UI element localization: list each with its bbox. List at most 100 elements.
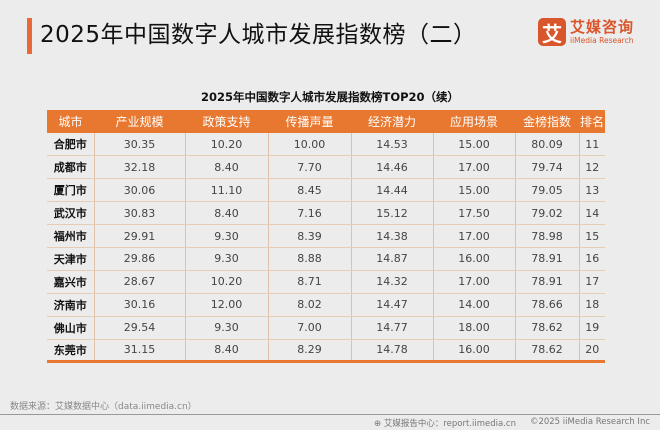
value-cell: 14.87	[351, 247, 434, 271]
value-cell: 16.00	[433, 247, 516, 271]
value-cell: 8.29	[268, 339, 352, 364]
table-header-row: 城市 产业规模 政策支持 传播声量 经济潜力 应用场景 金榜指数 排名	[47, 110, 605, 133]
value-cell: 29.54	[94, 316, 186, 340]
table-row: 济南市 30.16 12.00 8.02 14.47 14.00 78.66 18	[47, 293, 605, 317]
city-cell: 成都市	[47, 155, 95, 180]
value-cell: 7.16	[268, 201, 352, 226]
value-cell: 18	[579, 293, 605, 317]
title-accent-bar	[27, 18, 32, 54]
column-header: 排名	[579, 110, 605, 133]
city-cell: 嘉兴市	[47, 270, 95, 294]
value-cell: 30.35	[94, 133, 186, 157]
value-cell: 15.00	[433, 178, 516, 203]
value-cell: 78.66	[515, 293, 580, 317]
table-row: 成都市 32.18 8.40 7.70 14.46 17.00 79.74 12	[47, 155, 605, 180]
value-cell: 14.00	[433, 293, 516, 317]
city-cell: 合肥市	[47, 133, 95, 157]
value-cell: 12.00	[185, 293, 269, 317]
page-title: 2025年中国数字人城市发展指数榜（二）	[40, 22, 477, 48]
globe-icon: ⊕	[374, 419, 382, 429]
value-cell: 17.00	[433, 270, 516, 294]
value-cell: 78.91	[515, 270, 580, 294]
value-cell: 79.05	[515, 178, 580, 203]
value-cell: 15.12	[351, 201, 434, 226]
value-cell: 14.78	[351, 339, 434, 364]
value-cell: 16	[579, 247, 605, 271]
value-cell: 17.00	[433, 224, 516, 248]
column-header: 城市	[47, 110, 94, 133]
value-cell: 29.86	[94, 247, 186, 271]
value-cell: 17.50	[433, 201, 516, 226]
value-cell: 30.16	[94, 293, 186, 317]
value-cell: 10.20	[185, 270, 269, 294]
table-row: 福州市 29.91 9.30 8.39 14.38 17.00 78.98 15	[47, 224, 605, 248]
value-cell: 16.00	[433, 339, 516, 364]
logo-name-en: iiMedia Research	[570, 35, 634, 45]
value-cell: 80.09	[515, 133, 580, 157]
value-cell: 32.18	[94, 155, 186, 180]
value-cell: 12	[579, 155, 605, 180]
value-cell: 9.30	[185, 316, 269, 340]
value-cell: 8.71	[268, 270, 352, 294]
value-cell: 14.46	[351, 155, 434, 180]
value-cell: 8.02	[268, 293, 352, 317]
logo-name-cn: 艾媒咨询	[570, 17, 635, 36]
table-row: 合肥市 30.35 10.20 10.00 14.53 15.00 80.09 11	[47, 133, 605, 157]
value-cell: 8.40	[185, 155, 269, 180]
city-cell: 天津市	[47, 247, 95, 271]
value-cell: 17.00	[433, 155, 516, 180]
value-cell: 15.00	[433, 133, 516, 157]
value-cell: 19	[579, 316, 605, 340]
value-cell: 78.62	[515, 339, 580, 364]
value-cell: 30.83	[94, 201, 186, 226]
city-cell: 东莞市	[47, 339, 95, 364]
value-cell: 31.15	[94, 339, 186, 364]
column-header: 应用场景	[433, 110, 515, 133]
table-row: 天津市 29.86 9.30 8.88 14.87 16.00 78.91 16	[47, 247, 605, 271]
value-cell: 14.38	[351, 224, 434, 248]
value-cell: 78.62	[515, 316, 580, 340]
value-cell: 79.02	[515, 201, 580, 226]
value-cell: 11	[579, 133, 605, 157]
value-cell: 29.91	[94, 224, 186, 248]
value-cell: 13	[579, 178, 605, 203]
value-cell: 9.30	[185, 224, 269, 248]
table-row: 东莞市 31.15 8.40 8.29 14.78 16.00 78.62 20	[47, 339, 605, 364]
logo: 艾 艾媒咨询 iiMedia Research	[538, 18, 634, 46]
column-header: 政策支持	[185, 110, 268, 133]
value-cell: 14.32	[351, 270, 434, 294]
logo-mark: 艾	[538, 18, 566, 46]
table-row: 佛山市 29.54 9.30 7.00 14.77 18.00 78.62 19	[47, 316, 605, 340]
value-cell: 15	[579, 224, 605, 248]
value-cell: 20	[579, 339, 605, 364]
value-cell: 10.00	[268, 133, 352, 157]
city-cell: 济南市	[47, 293, 95, 317]
report-center-link[interactable]: 艾媒报告中心：report.iimedia.cn	[383, 419, 516, 429]
footer-divider	[0, 414, 660, 415]
value-cell: 14.47	[351, 293, 434, 317]
value-cell: 78.91	[515, 247, 580, 271]
value-cell: 9.30	[185, 247, 269, 271]
value-cell: 14.53	[351, 133, 434, 157]
table-row: 嘉兴市 28.67 10.20 8.71 14.32 17.00 78.91 17	[47, 270, 605, 294]
column-header: 经济潜力	[351, 110, 433, 133]
value-cell: 28.67	[94, 270, 186, 294]
data-source: 数据来源：艾媒数据中心（data.iimedia.cn）	[10, 402, 197, 412]
value-cell: 30.06	[94, 178, 186, 203]
value-cell: 7.00	[268, 316, 352, 340]
value-cell: 11.10	[185, 178, 269, 203]
value-cell: 14.44	[351, 178, 434, 203]
value-cell: 79.74	[515, 155, 580, 180]
city-cell: 福州市	[47, 224, 95, 248]
column-header: 金榜指数	[515, 110, 579, 133]
column-header: 传播声量	[268, 110, 351, 133]
city-cell: 厦门市	[47, 178, 95, 203]
value-cell: 8.88	[268, 247, 352, 271]
city-cell: 佛山市	[47, 316, 95, 340]
value-cell: 18.00	[433, 316, 516, 340]
copyright: ©2025 iiMedia Research Inc	[529, 417, 650, 427]
value-cell: 8.40	[185, 201, 269, 226]
ranking-table: 城市 产业规模 政策支持 传播声量 经济潜力 应用场景 金榜指数 排名 合肥市 30.35 10.…	[47, 110, 605, 364]
city-cell: 武汉市	[47, 201, 95, 226]
value-cell: 78.98	[515, 224, 580, 248]
